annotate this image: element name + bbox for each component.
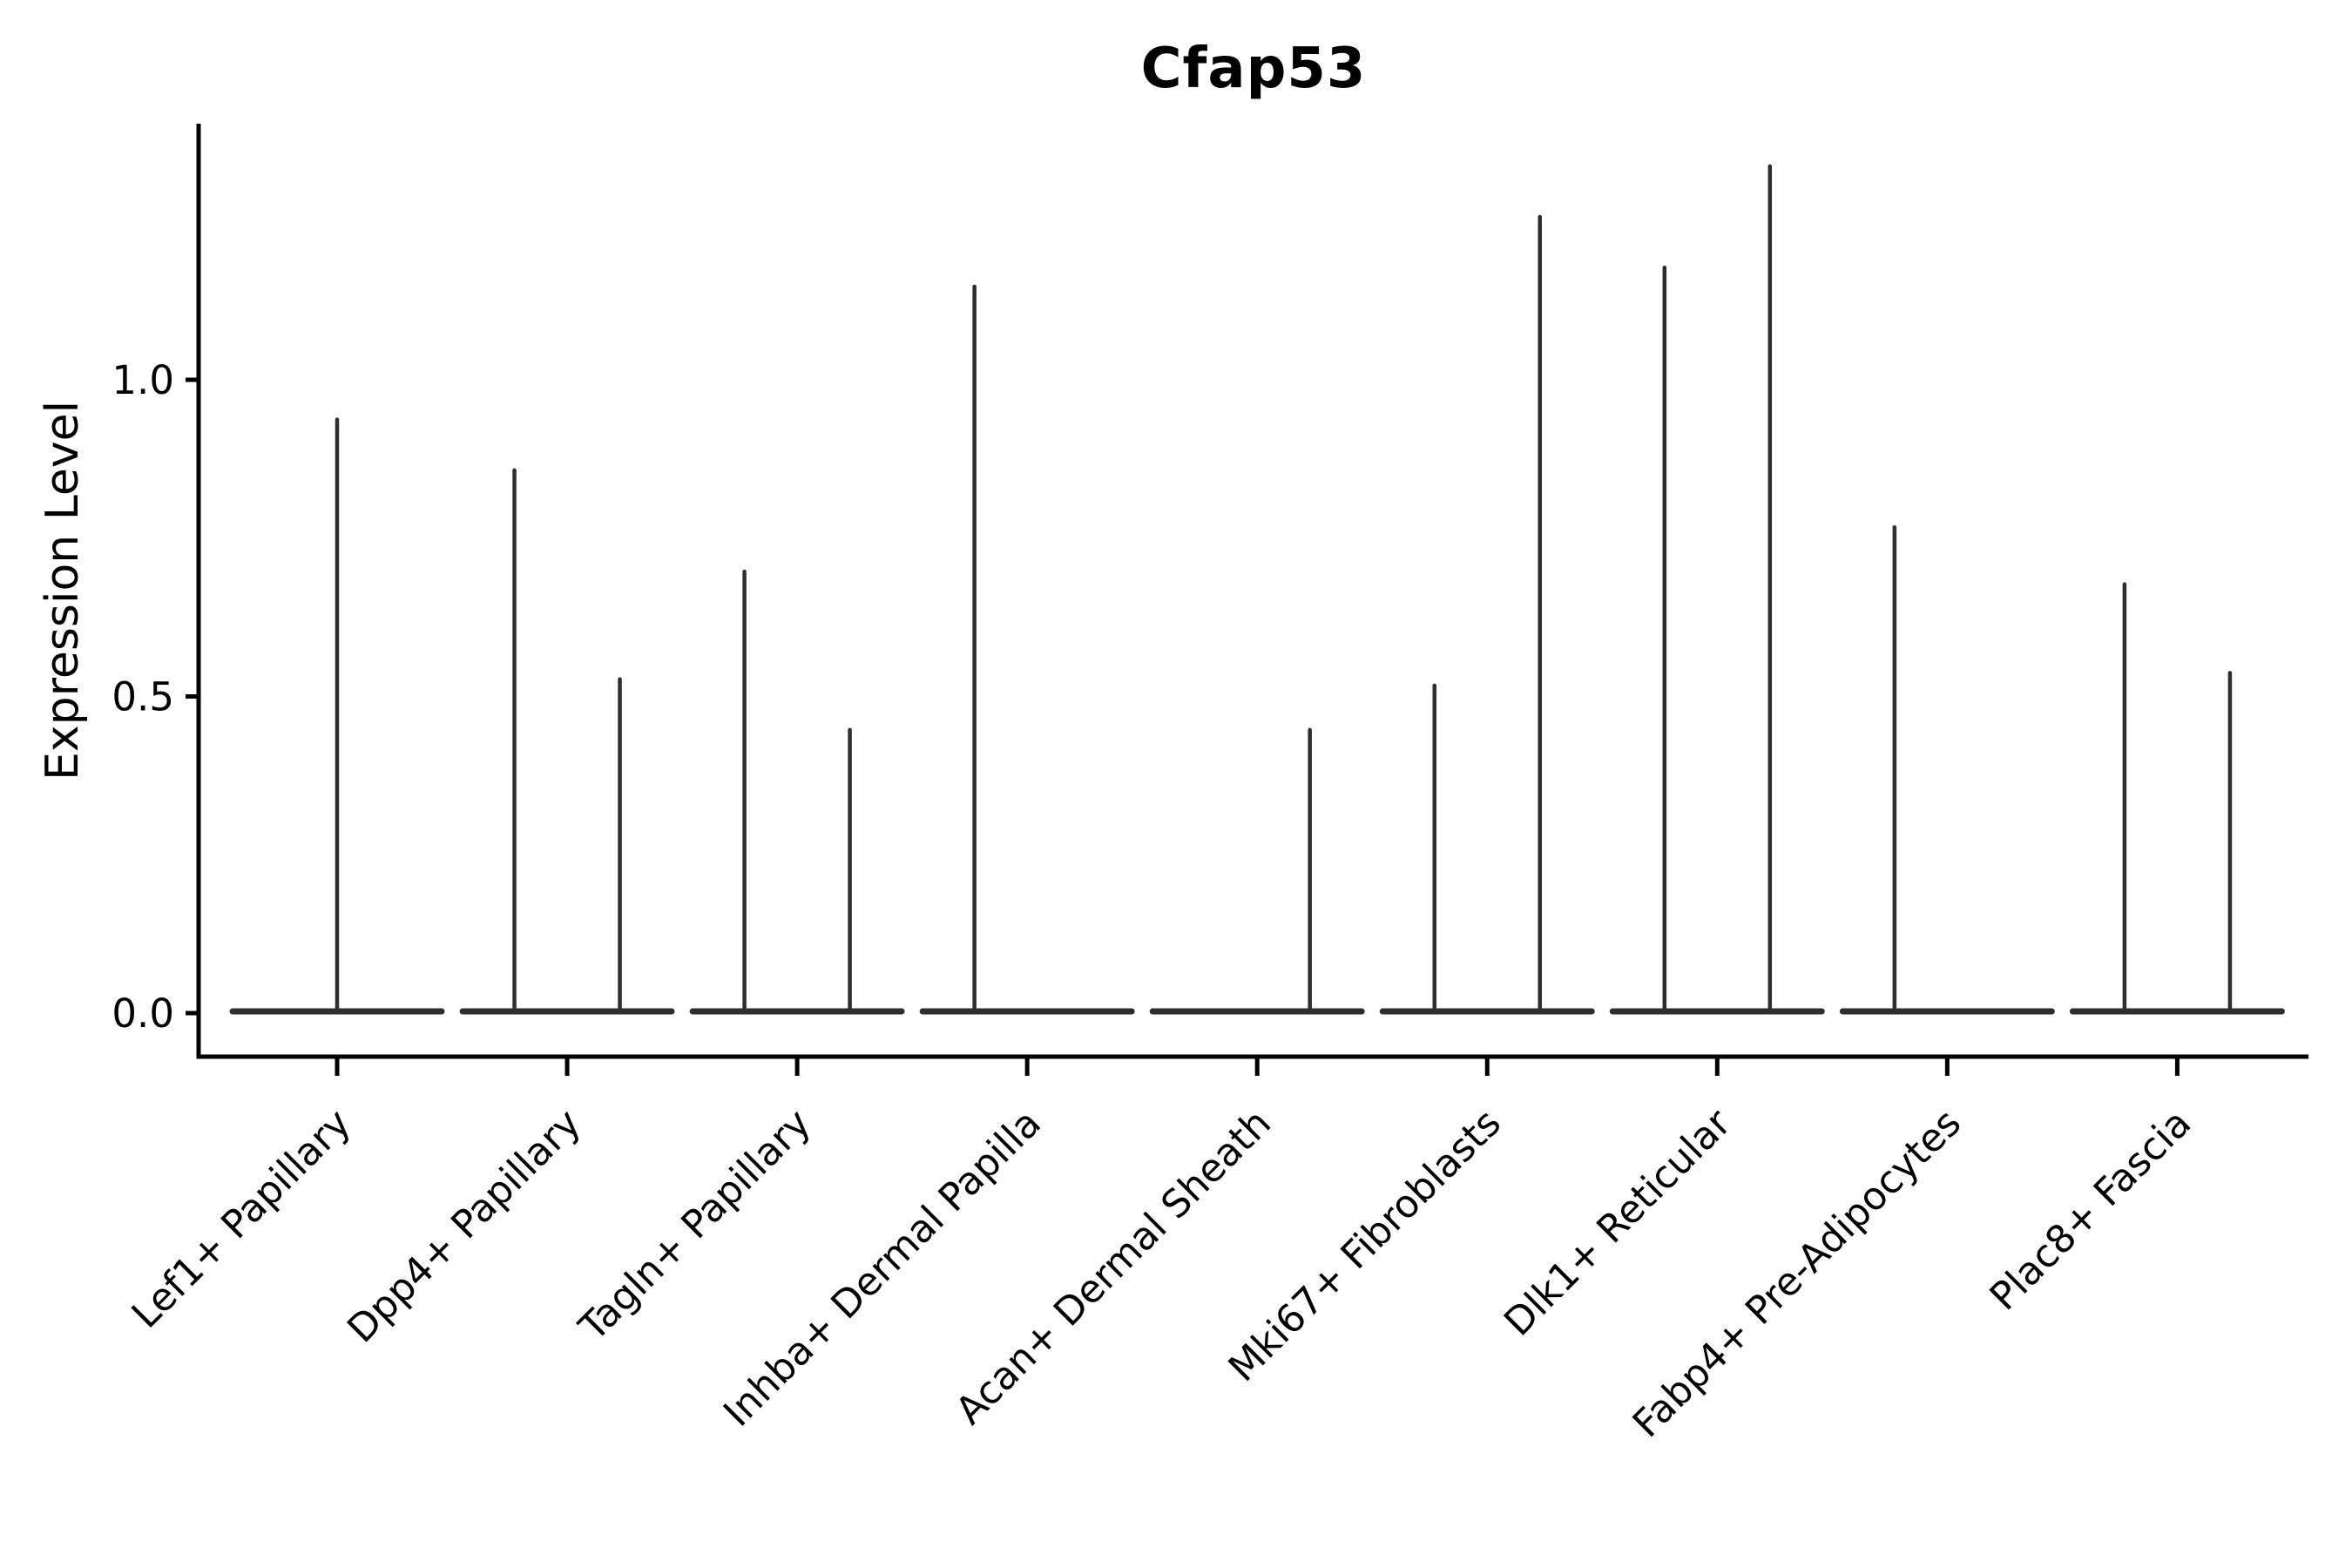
x-axis-label: Lef1+ Papillary: [124, 1101, 360, 1337]
x-axis-label: Plac8+ Fascia: [1982, 1101, 2200, 1320]
x-axis-label: Dlk1+ Reticular: [1496, 1100, 1740, 1345]
y-tick-label: 1.0: [112, 357, 174, 403]
x-axis-label: Dpp4+ Papillary: [339, 1101, 590, 1352]
x-axis-label: Tagln+ Papillary: [571, 1101, 820, 1350]
y-tick-label: 0.5: [112, 674, 174, 720]
chart-title: Cfap53: [1140, 37, 1367, 101]
y-tick-label: 0.0: [112, 990, 174, 1037]
